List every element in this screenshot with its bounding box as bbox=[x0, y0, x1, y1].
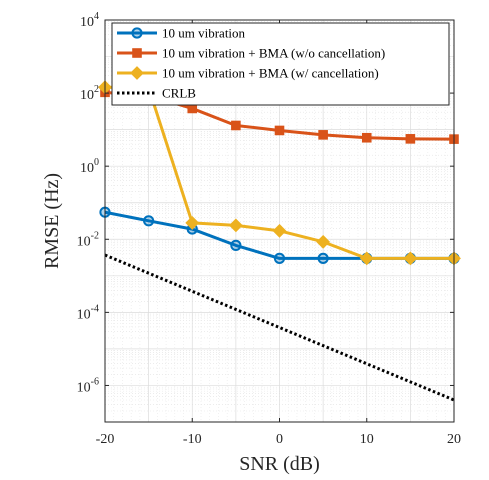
marker-square bbox=[361, 132, 372, 143]
y-tick-base: 10 bbox=[77, 307, 91, 322]
marker-diamond bbox=[185, 216, 200, 230]
legend: 10 um vibration 10 um vibration + BMA (w/… bbox=[111, 22, 450, 106]
legend-label: CRLB bbox=[162, 86, 196, 101]
y-tick-base: 10 bbox=[77, 234, 91, 249]
marker-diamond bbox=[403, 251, 418, 266]
x-tick-label: -10 bbox=[183, 432, 202, 447]
x-tick-label: 0 bbox=[276, 432, 283, 447]
y-tick-exponent: 2 bbox=[94, 84, 99, 95]
legend-label: 10 um vibration + BMA (w/ cancellation) bbox=[162, 66, 379, 81]
marker-circle bbox=[273, 252, 286, 264]
y-tick-exponent: 0 bbox=[94, 157, 99, 168]
y-tick-base: 10 bbox=[77, 380, 91, 395]
y-tick-exponent: -6 bbox=[91, 376, 99, 387]
x-tick-label: -20 bbox=[96, 432, 115, 447]
marker-diamond bbox=[272, 223, 287, 238]
y-tick-exponent: -2 bbox=[91, 230, 99, 241]
legend-box bbox=[111, 22, 450, 106]
x-tick-labels: -20 -10 0 10 20 bbox=[96, 432, 461, 447]
marker-diamond bbox=[316, 234, 331, 249]
x-tick-label: 10 bbox=[360, 432, 374, 447]
marker-square bbox=[231, 120, 241, 131]
y-tick-base: 10 bbox=[80, 161, 94, 176]
series-2 bbox=[98, 80, 461, 266]
y-tick-exponent: 4 bbox=[94, 11, 99, 22]
y-axis-label: RMSE (Hz) bbox=[41, 173, 63, 269]
series-layer bbox=[98, 80, 461, 402]
marker-diamond bbox=[228, 218, 243, 233]
marker-square bbox=[274, 125, 285, 136]
y-tick-label: 100 bbox=[80, 157, 99, 176]
marker-circle bbox=[131, 27, 143, 39]
marker-square bbox=[318, 130, 328, 140]
marker-square bbox=[132, 48, 142, 58]
y-tick-base: 10 bbox=[80, 15, 94, 30]
x-tick-label: 20 bbox=[447, 432, 461, 447]
marker-diamond bbox=[130, 66, 144, 80]
y-tick-label: 10-4 bbox=[77, 303, 99, 322]
y-tick-label: 102 bbox=[80, 84, 99, 103]
marker-diamond bbox=[359, 251, 374, 266]
marker-square bbox=[405, 134, 416, 144]
marker-circle bbox=[143, 215, 155, 227]
y-tick-exponent: -4 bbox=[91, 303, 99, 314]
marker-circle bbox=[230, 239, 242, 251]
marker-circle bbox=[317, 252, 329, 264]
legend-label: 10 um vibration + BMA (w/o cancellation) bbox=[162, 46, 385, 61]
legend-label: 10 um vibration bbox=[162, 26, 246, 41]
y-tick-base: 10 bbox=[80, 88, 94, 103]
y-tick-label: 104 bbox=[80, 11, 99, 30]
x-axis-label: SNR (dB) bbox=[239, 453, 320, 475]
y-tick-label: 10-6 bbox=[77, 376, 99, 395]
y-tick-label: 10-2 bbox=[77, 230, 99, 249]
